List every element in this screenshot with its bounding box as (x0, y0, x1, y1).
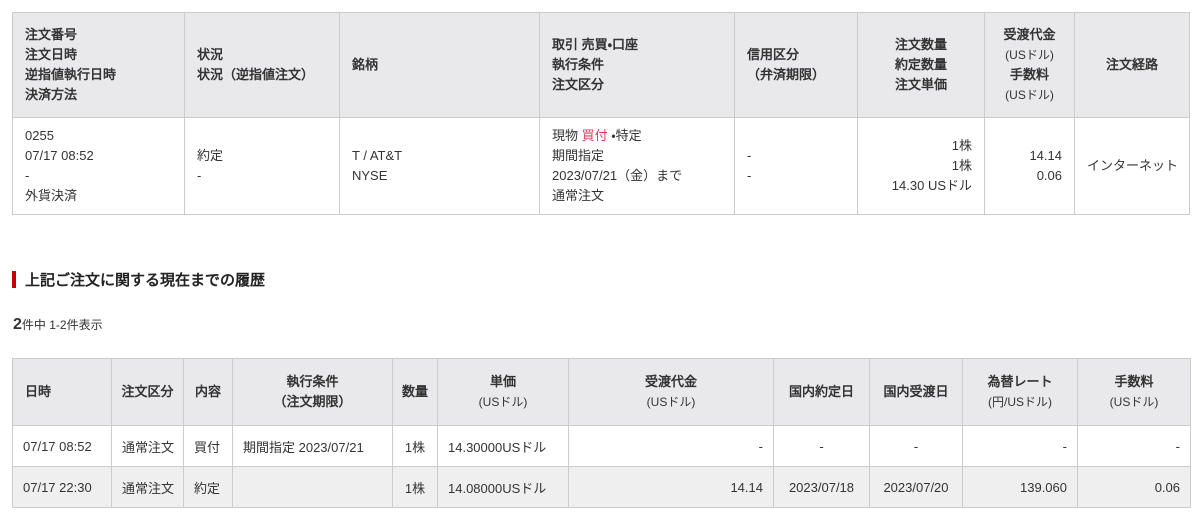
order-cell-amount: 14.14 0.06 (984, 117, 1075, 215)
history-cell-exec-condition (232, 466, 393, 508)
history-cell-date: 07/17 08:52 (12, 425, 112, 467)
history-cell-quantity: 1株 (392, 466, 438, 508)
history-cell-domestic-contract-date: - (773, 425, 870, 467)
history-cell-domestic-settlement-date: - (869, 425, 963, 467)
history-cell-domestic-settlement-date: 2023/07/20 (869, 466, 963, 508)
order-col-header-order-number: 注文番号 注文日時 逆指値執行日時 決済方法 (12, 12, 185, 118)
history-cell-quantity: 1株 (392, 425, 438, 467)
order-summary-table: 注文番号 注文日時 逆指値執行日時 決済方法 状況 状況（逆指値注文） 銘柄 取引 売買・口座… (12, 12, 1190, 215)
order-cell-symbol: T / AT&T NYSE (339, 117, 540, 215)
history-cell-settlement-amount: 14.14 (568, 466, 774, 508)
history-col-header-date: 日時 (12, 358, 112, 426)
order-cell-quantity: 1株 1株 14.30 USドル (857, 117, 985, 215)
history-cell-settlement-amount: - (568, 425, 774, 467)
order-history-header: 日時 注文区分 内容 執行条件 （注文期限） 数量 単価 (USドル) 受渡代金 (USドル) 国内… (12, 358, 1191, 426)
history-cell-date: 07/17 22:30 (12, 466, 112, 508)
order-col-header-quantity: 注文数量 約定数量 注文単価 (857, 12, 985, 118)
history-cell-unit-price: 14.30000USドル (437, 425, 569, 467)
history-cell-domestic-contract-date: 2023/07/18 (773, 466, 870, 508)
order-summary-data-row: 0255 07/17 08:52- 外貨決済 約定 - T / AT&T NYSE 現物 買付… (12, 117, 1190, 215)
history-cell-commission: - (1077, 425, 1191, 467)
history-cell-exchange-rate: 139.060 (962, 466, 1078, 508)
order-cell-order-number: 0255 07/17 08:52- 外貨決済 (12, 117, 185, 215)
order-cell-route: インターネット (1074, 117, 1190, 215)
red-accent-bar (12, 271, 16, 288)
order-cell-status: 約定 - (184, 117, 340, 215)
history-row-1: 07/17 08:52 通常注文 買付 期間指定 2023/07/21 1株 14.300… (12, 425, 1191, 467)
order-cell-trade: 現物 買付 ・特定 期間指定 2023/07/21（金）まで 通常注文 (539, 117, 735, 215)
order-cell-margin-class: -- (734, 117, 858, 215)
history-col-header-content: 内容 (183, 358, 233, 426)
order-col-header-symbol: 銘柄 (339, 12, 540, 118)
history-col-header-commission: 手数料 (USドル) (1077, 358, 1191, 426)
history-col-header-domestic-settlement-date: 国内受渡日 (869, 358, 963, 426)
history-row-2: 07/17 22:30 通常注文 約定 1株 14.08000USドル 14.14 2023… (12, 466, 1191, 508)
order-col-header-status: 状況 状況（逆指値注文） (184, 12, 340, 118)
history-col-header-unit-price: 単価 (USドル) (437, 358, 569, 426)
history-cell-exchange-rate: - (962, 425, 1078, 467)
history-cell-commission: 0.06 (1077, 466, 1191, 508)
history-cell-content: 買付 (183, 425, 233, 467)
history-cell-order-type: 通常注文 (111, 466, 184, 508)
history-section-title: 上記ご注文に関する現在までの履歴 (12, 269, 1199, 290)
order-col-header-margin-class: 信用区分 （弁済期限） (734, 12, 858, 118)
history-col-header-exec-condition: 執行条件 （注文期限） (232, 358, 393, 426)
history-cell-unit-price: 14.08000USドル (437, 466, 569, 508)
history-col-header-exchange-rate: 為替レート (円/USドル) (962, 358, 1078, 426)
order-summary-header: 注文番号 注文日時 逆指値執行日時 決済方法 状況 状況（逆指値注文） 銘柄 取引 売買・口座… (12, 12, 1190, 118)
order-col-header-amount: 受渡代金 (USドル) 手数料 (USドル) (984, 12, 1075, 118)
buy-label: 買付 (581, 128, 608, 143)
order-history-table: 日時 注文区分 内容 執行条件 （注文期限） 数量 単価 (USドル) 受渡代金 (USドル) 国内… (12, 358, 1191, 508)
result-count-label: 件中 1-2件表示 (21, 318, 103, 332)
history-col-header-settlement-amount: 受渡代金 (USドル) (568, 358, 774, 426)
result-count-total: 2 (13, 316, 22, 333)
order-history-header-row: 日時 注文区分 内容 執行条件 （注文期限） 数量 単価 (USドル) 受渡代金 (USドル) 国内… (12, 358, 1191, 426)
order-col-header-route: 注文経路 (1074, 12, 1190, 118)
result-count: 2件中 1-2件表示 (13, 316, 1199, 334)
order-summary-header-row: 注文番号 注文日時 逆指値執行日時 決済方法 状況 状況（逆指値注文） 銘柄 取引 売買・口座… (12, 12, 1190, 118)
history-col-header-quantity: 数量 (392, 358, 438, 426)
history-cell-order-type: 通常注文 (111, 425, 184, 467)
section-title-text: 上記ご注文に関する現在までの履歴 (25, 272, 266, 289)
history-cell-exec-condition: 期間指定 2023/07/21 (232, 425, 393, 467)
history-col-header-domestic-contract-date: 国内約定日 (773, 358, 870, 426)
order-col-header-trade: 取引 売買・口座 執行条件 注文区分 (539, 12, 735, 118)
history-cell-content: 約定 (183, 466, 233, 508)
history-col-header-order-type: 注文区分 (111, 358, 184, 426)
